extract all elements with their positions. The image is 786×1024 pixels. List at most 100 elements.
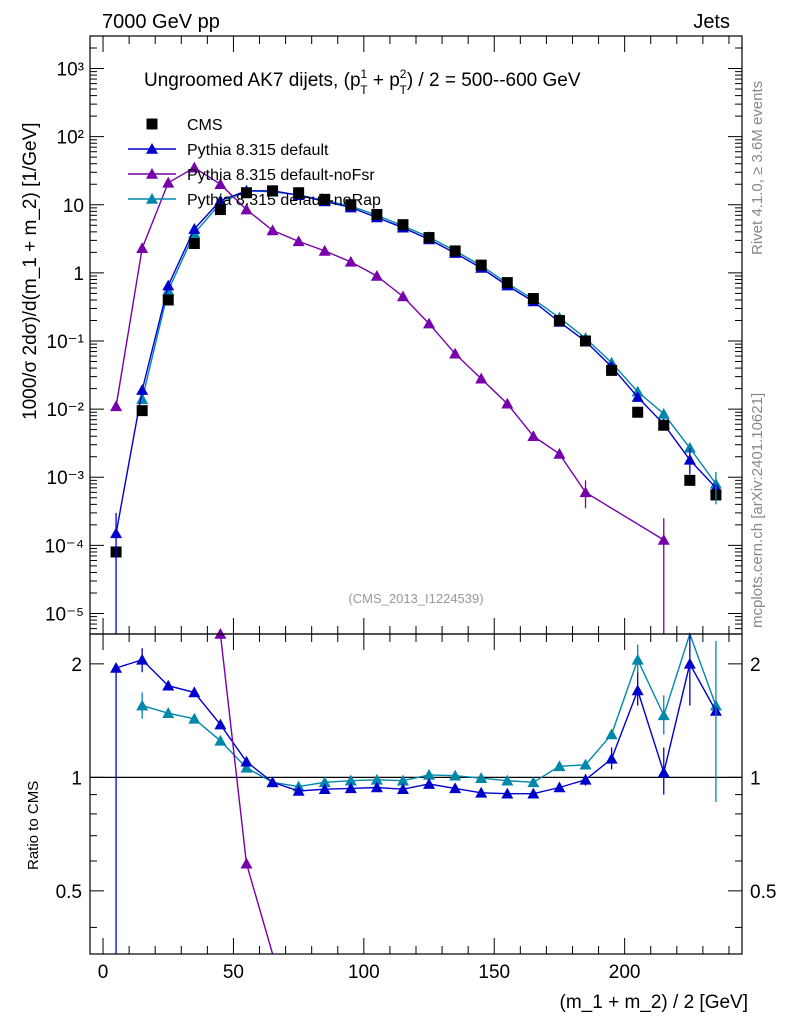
main-point-default [188,223,201,234]
main-point-cms [214,204,226,216]
main-point-nofsr [344,255,357,267]
main-data-marks [110,161,722,634]
main-title: Ungroomed AK7 dijets, (p1 T + p2 T) / 2 = … [144,67,581,97]
main-y-tick-label: 10⁻¹ [47,332,85,353]
legend-marker-default [146,143,158,154]
main-point-cms [658,419,670,431]
ratio-plot-frame [89,633,743,955]
x-tick-label: 0 [98,962,109,983]
main-y-tick-label: 10⁻³ [47,468,85,489]
main-point-cms [501,277,513,289]
ratio-y-axis-title: Ratio to CMS [25,781,42,870]
main-point-nofsr [188,161,201,173]
main-point-cms [423,232,435,244]
header-energy: 7000 GeV pp [102,11,220,33]
rivet-version-label: Rivet 4.1.0, ≥ 3.6M events [749,81,766,255]
ratio-point-default [396,783,409,795]
main-point-cms [606,364,618,376]
main-point-norap [683,441,696,453]
main-point-cms [632,406,644,418]
legend-marker-norap [146,193,158,204]
main-point-cms [319,193,331,205]
ratio-data-marks [110,628,722,955]
x-tick-label: 150 [478,962,510,983]
ratio-point-norap [162,707,175,718]
ratio-y-tick-label-left: 2 [71,655,82,676]
ratio-point-default [423,778,436,789]
ratio-point-norap [449,769,462,781]
ratio-point-default [527,787,540,799]
main-point-nofsr [162,176,175,188]
legend: CMS Pythia 8.315 default Pythia 8.315 defa… [128,117,381,209]
mcplots-label: mcplots.cern.ch [arXiv:2401.10621] [749,393,766,628]
main-point-cms [553,314,565,326]
main-point-cms [475,259,487,271]
main-point-nofsr [501,397,514,409]
ratio-point-default [501,787,514,799]
main-point-nofsr [527,430,540,442]
ratio-point-nofsr [240,857,253,869]
main-point-cms [240,187,252,199]
ratio-point-norap [370,773,383,785]
main-y-tick-label: 1 [73,264,84,285]
ratio-y-tick-label-left: 1 [71,768,82,789]
main-point-cms [345,199,357,211]
ratio-point-norap [240,761,253,773]
main-point-nofsr [475,372,488,384]
main-point-default [631,391,644,402]
main-point-nofsr [423,317,436,329]
main-point-default [136,384,149,395]
x-tick-label: 200 [609,962,641,983]
main-y-tick-label: 10⁻² [47,400,85,421]
main-point-cms [188,237,200,249]
analysis-id-label: (CMS_2013_I1224539) [348,591,483,606]
ratio-point-default [214,718,227,730]
ratio-point-default [344,782,357,794]
main-point-norap [136,393,149,404]
ratio-point-norap [475,772,488,783]
ratio-y-tick-label-right: 2 [750,655,761,676]
header-process: Jets [693,11,730,33]
main-point-cms [580,335,592,347]
x-tick-label: 50 [223,962,244,983]
ratio-y-tick-label-left: 0.5 [56,882,82,903]
legend-label-nofsr: Pythia 8.315 default-noFsr [187,167,375,184]
ratio-y-tick-label-right: 0.5 [750,882,776,903]
ratio-y-tick-label-right: 1 [750,768,761,789]
main-y-tick-label: 10³ [57,60,84,81]
legend-label-norap: Pythia 8.315 default-noRap [187,192,381,209]
legend-label-default: Pythia 8.315 default [187,142,329,159]
ratio-line-nofsr [219,633,274,955]
ratio-point-norap [318,776,331,788]
main-point-nofsr [136,242,149,254]
main-point-cms [397,219,409,231]
main-y-tick-label: 10² [57,128,84,149]
ratio-point-norap [553,760,566,772]
main-point-cms [449,245,461,257]
main-point-cms [267,185,279,197]
main-point-norap [657,407,670,419]
ratio-point-default [266,776,279,788]
main-y-tick-label: 10 [63,196,84,217]
main-point-nofsr [240,203,253,215]
main-point-cms [684,474,696,486]
main-point-cms [371,208,383,220]
ratio-point-default [162,679,175,691]
legend-label-cms: CMS [187,117,223,134]
ratio-point-default [240,755,253,767]
main-point-default [162,279,175,291]
main-point-nofsr [292,235,305,247]
main-y-tick-label: 10⁻⁵ [45,604,84,625]
ratio-point-norap [501,774,514,786]
x-tick-label: 100 [348,962,380,983]
main-point-cms [293,187,305,199]
legend-marker-cms [146,118,158,130]
main-point-nofsr [553,447,566,459]
main-line-nofsr [115,166,665,541]
ratio-point-norap [396,774,409,786]
main-point-nofsr [110,400,123,412]
main-point-nofsr [318,244,331,256]
ratio-point-default [370,781,383,793]
ratio-point-norap [188,712,201,724]
ratio-axis-ticks: 0.5 0.5 1 1 2 2 0 50 100 150 200 [56,634,776,983]
